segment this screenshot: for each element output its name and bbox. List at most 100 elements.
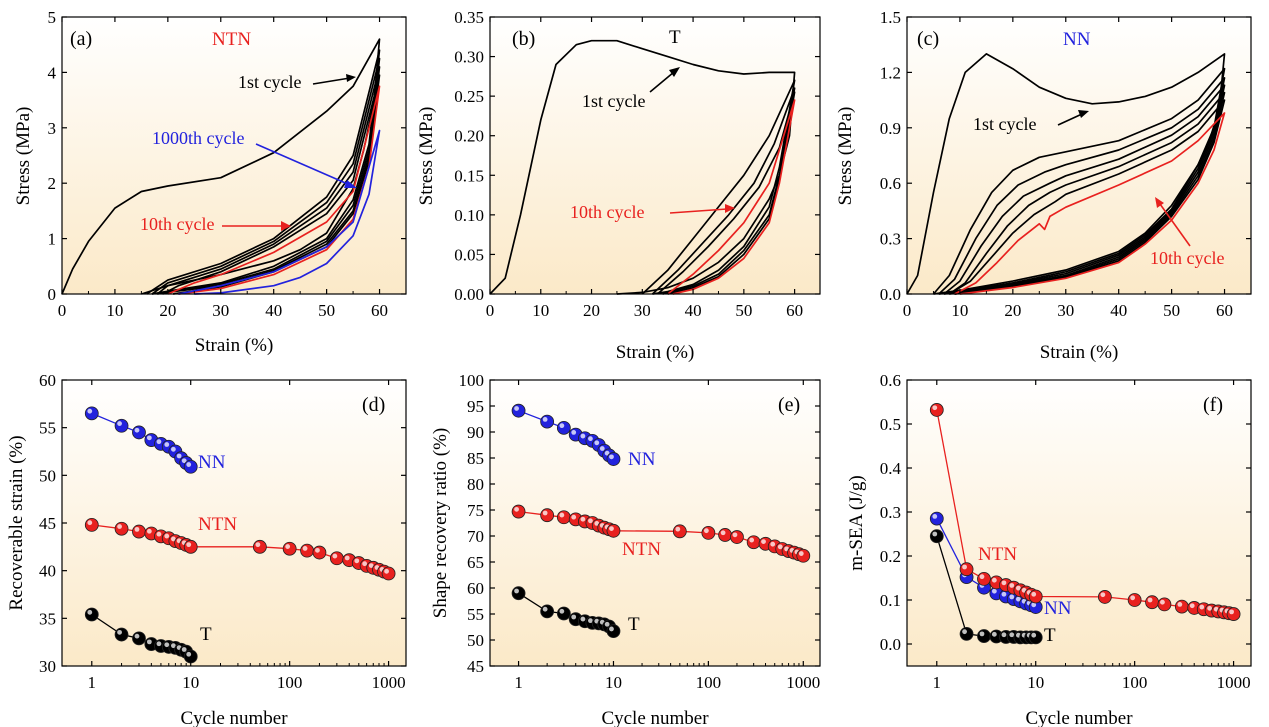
panel-f-point-highlight [991,631,997,637]
panel-f-ylabel: m-SEA (J/g) [846,475,867,571]
panel-d-point-ntn [84,518,99,532]
panel-e-point-ntn [730,530,744,544]
panel-e-ytick-label: 55 [467,605,484,624]
panel-f-ytick-label: 0.1 [880,591,901,610]
panel-d-label-ntn: NTN [198,514,237,535]
panel-b-cycle-curve-3 [651,87,796,295]
panel-d-label-nn: NN [198,452,226,473]
panel-c-cycle-curve-5 [948,91,1226,295]
panel-e-point-highlight [609,454,614,460]
panel-d-point-highlight [156,531,162,537]
panel-a-xtick-label: 10 [106,301,123,320]
panel-d-point-highlight [255,542,261,548]
panel-d-point-t [84,607,99,622]
panel-d-point-highlight [87,408,93,414]
panel-d-point-ntn [114,521,129,536]
panel-f-label: (f) [1203,394,1223,416]
panel-e-point-highlight [514,406,519,411]
panel-a-ytick-label: 1 [48,230,57,249]
panel-c-cycle-curve-2 [932,67,1226,295]
panel-d-point-highlight [170,536,176,542]
panel-e-label-t: T [628,614,640,635]
panel-e-point-highlight [675,526,681,532]
panel-a-arrowhead-1st [346,74,356,82]
panel-a-arrowhead-1000th [344,180,357,188]
panel-e-ytick-label: 60 [467,579,484,598]
panel-d-point-highlight [332,553,338,559]
panel-e-point-highlight [571,430,577,435]
panel-f-point-ntn [959,562,974,577]
panel-a-arrowhead-10th [281,221,291,231]
panel-e-point-nn [540,414,555,429]
panel-d-point-highlight [170,446,176,452]
panel-d-xtick-label: 100 [277,673,303,692]
panel-f-point-highlight [979,631,985,637]
panel-e-plot-area [490,380,820,666]
panel-c-xtick-label: 10 [951,301,968,320]
panel-e-point-nn [606,452,621,466]
panel-d-point-ntn [132,524,146,539]
panel-d-ytick-label: 45 [39,514,56,533]
panel-d-ylabel: Recoverable strain (%) [6,435,27,610]
panel-b-plot-area [490,17,820,294]
panel-f-point-highlight [979,574,985,580]
panel-b-ytick-label: 0.20 [454,127,484,146]
panel-e-point-ntn [746,535,761,550]
panel-e-point-highlight [604,621,610,627]
panel-f-point-highlight [1160,599,1165,605]
panel-c-title: NN [1063,29,1091,50]
panel-a-ticks: 0 10 20 30 40 50 60 0 1 2 3 4 5 [48,8,406,320]
panel-f-point-ntn [1157,597,1172,612]
panel-d-label-t: T [200,624,212,645]
panel-d-point-ntn [282,541,297,556]
panel-d-point-ntn [381,566,396,581]
panel-f-point-highlight [1130,595,1136,601]
panel-c-ytick-label: 1.2 [880,63,901,82]
panel-f-point-ntn [1226,607,1241,621]
panel-d-point-t [132,631,146,646]
panel-d-ytick-label: 30 [39,657,56,676]
panel-b-ytick-label: 0.00 [454,285,484,304]
panel-f-point-highlight [962,564,967,570]
panel-e-point-highlight [542,417,548,422]
panel-d-point-highlight [384,568,389,574]
panel-e-point-highlight [514,588,519,594]
panel-c-ytick-label: 0.6 [880,174,901,193]
panel-e-point-highlight [542,510,548,516]
panel-f-series [929,403,1241,645]
panel-e-ytick-label: 100 [459,371,485,390]
panel-f-point-highlight [1199,604,1205,610]
panel-f-point-highlight [1009,583,1015,588]
panel-b-arrow-1st [649,71,675,93]
panel-e-ytick-label: 70 [467,527,484,546]
panel-c-xlabel: Strain (%) [1040,342,1119,363]
panel-a-arrow-1st [312,77,351,85]
panel-f-xtick-label: 1000 [1217,673,1251,692]
panel-a-frame [61,16,407,295]
panel-b-xtick-label: 60 [786,301,803,320]
panel-b-cycle-curve-1 [489,39,796,295]
panel-d-point-highlight [302,546,308,551]
panel-f-point-highlight [1147,597,1153,603]
panel-a-xtick-label: 60 [371,301,388,320]
panel-a-ytick-label: 3 [48,119,57,138]
panel-f-point-highlight [1009,594,1015,600]
panel-c-ytick-label: 0.3 [880,230,901,249]
panel-d-series [84,406,396,664]
panel-d-point-highlight [354,558,360,564]
panel-f-point-highlight [932,514,938,519]
panel-a-ytick-label: 2 [48,174,57,193]
panel-d-ytick-label: 35 [39,609,56,628]
panel-a-xtick-label: 40 [265,301,282,320]
panel-e-ytick-label: 50 [467,631,484,650]
panel-c-ytick-label: 0.9 [880,119,901,138]
panel-e-point-highlight [559,423,565,429]
panel-e-ytick-label: 90 [467,423,484,442]
panel-f-point-t [977,629,991,643]
panel-e-point-ntn [796,548,811,563]
panel-c: 0 10 20 30 40 50 60 0.0 0.3 0.6 0.9 1.2 1.5 (c) NN 1… [835,8,1252,363]
panel-b-xlabel: Strain (%) [616,342,695,363]
panel-f-point-ntn [1127,593,1142,607]
panel-d-point-highlight [134,526,140,532]
